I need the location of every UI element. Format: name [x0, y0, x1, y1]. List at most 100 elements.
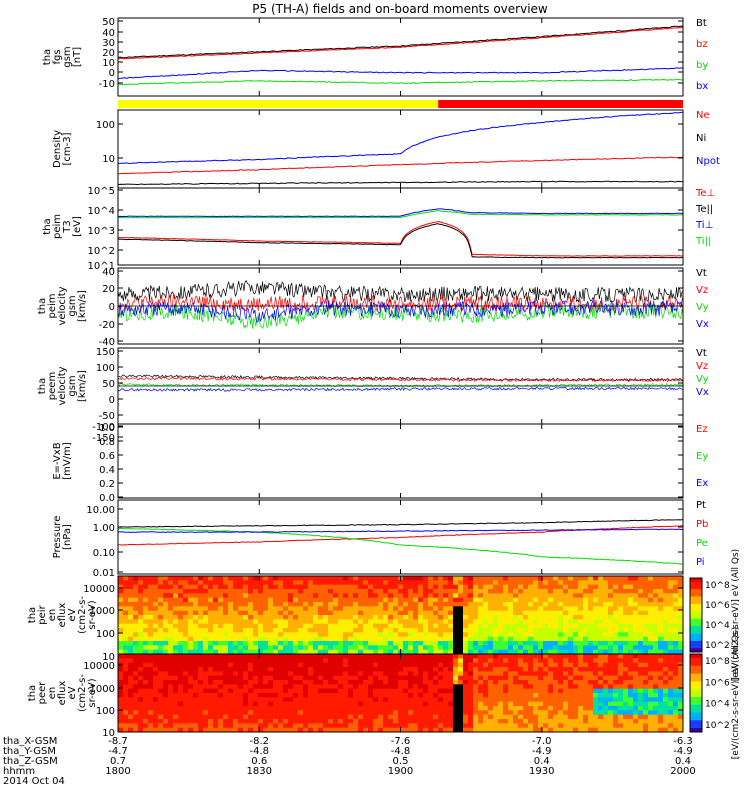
- peir-en-eflux-cell: [653, 641, 659, 646]
- peer-en-eflux-cell: [363, 658, 369, 664]
- peer-en-eflux-cell: [383, 723, 389, 729]
- peer-en-eflux-cell: [603, 706, 609, 711]
- peir-en-eflux-cell: [218, 584, 224, 590]
- peer-en-eflux-cell: [473, 693, 479, 698]
- peer-en-eflux-cell: [643, 680, 649, 685]
- peer-en-eflux-cell: [128, 710, 134, 716]
- peer-en-eflux-cell: [223, 723, 229, 729]
- peer-en-eflux-cell: [163, 654, 169, 659]
- peer-en-eflux-cell: [318, 701, 324, 707]
- peir-en-eflux-cell: [473, 649, 479, 655]
- peer-en-eflux-cell: [178, 667, 184, 672]
- peer-en-eflux-cell: [678, 671, 684, 677]
- peir-en-eflux-cell: [128, 602, 134, 607]
- peer-en-eflux-cell: [573, 693, 579, 698]
- orbit-tick-label: 1900: [388, 766, 413, 777]
- peir-en-eflux-cell: [423, 623, 429, 629]
- peer-en-eflux-cell: [313, 658, 319, 664]
- peir-en-eflux-cell: [278, 636, 284, 642]
- peer-en-eflux-cell: [283, 680, 289, 685]
- peer-en-eflux-cell: [363, 662, 369, 668]
- peer-en-eflux-cell: [158, 667, 164, 672]
- peer-en-eflux-cell: [363, 667, 369, 672]
- peir-en-eflux-cell: [598, 606, 604, 612]
- peir-en-eflux-cell: [248, 619, 254, 625]
- peir-en-eflux-cell: [283, 610, 289, 616]
- peir-en-eflux-cell: [398, 628, 404, 633]
- peir-en-eflux-cell: [588, 641, 594, 646]
- peir-en-eflux-cell: [533, 584, 539, 590]
- peer-en-eflux-cell: [298, 710, 304, 716]
- peir-en-eflux-cell: [283, 593, 289, 599]
- peer-en-eflux-cell: [358, 658, 364, 664]
- peer-en-eflux-cell: [333, 719, 339, 724]
- peer-en-eflux-cell: [448, 658, 454, 664]
- peir-en-eflux-cell: [478, 576, 484, 581]
- peer-en-eflux-cell: [518, 701, 524, 707]
- peir-en-eflux-cell: [578, 606, 584, 612]
- peir-en-eflux-cell: [368, 606, 374, 612]
- peir-en-eflux-cell: [478, 610, 484, 616]
- peir-en-eflux-cell: [303, 589, 309, 594]
- peir-en-eflux-cell: [163, 593, 169, 599]
- peer-en-eflux-cell: [398, 671, 404, 677]
- peir-en-eflux-cell: [118, 649, 124, 655]
- peir-en-eflux-cell: [508, 619, 514, 625]
- peir-en-eflux-cell: [203, 641, 209, 646]
- peir-en-eflux-cell: [618, 610, 624, 616]
- peer-en-eflux-cell: [308, 719, 314, 724]
- peir-en-eflux-cell: [633, 576, 639, 581]
- peir-en-eflux-cell: [663, 584, 669, 590]
- peir-en-eflux-cell: [288, 619, 294, 625]
- peir-en-eflux-cell: [638, 580, 644, 586]
- peer-en-eflux-cell: [603, 723, 609, 729]
- peer-en-eflux-cell: [253, 701, 259, 707]
- peir-en-eflux-cell: [538, 649, 544, 655]
- peer-en-eflux-cell: [198, 662, 204, 668]
- peer-en-eflux-cell: [373, 671, 379, 677]
- peer-en-eflux-cell: [608, 714, 614, 720]
- peer-en-eflux-cell: [158, 701, 164, 707]
- peer-en-eflux-cell: [343, 697, 349, 703]
- peer-en-eflux-cell: [518, 727, 524, 733]
- peer-en-eflux-cell: [598, 706, 604, 711]
- peir-en-eflux-cell: [118, 628, 124, 633]
- peer-en-eflux-cell: [653, 693, 659, 698]
- peer-en-eflux-cell: [193, 667, 199, 672]
- peir-en-eflux-cell: [318, 641, 324, 646]
- peir-en-eflux-cell: [503, 576, 509, 581]
- peir-en-eflux-cell: [518, 641, 524, 646]
- peer-en-eflux-cell: [403, 714, 409, 720]
- peer-en-eflux-cell: [548, 697, 554, 703]
- peir-en-eflux-cell: [388, 602, 394, 607]
- peer-en-eflux-cell: [518, 667, 524, 672]
- peir-en-eflux-cell: [293, 619, 299, 625]
- peir-en-eflux-cell: [458, 576, 464, 581]
- peer-en-eflux-cell: [483, 719, 489, 724]
- peer-en-eflux-cell: [223, 714, 229, 720]
- peer-en-eflux-cell: [653, 688, 659, 694]
- peir-en-eflux-cell: [313, 584, 319, 590]
- peer-en-eflux-cell: [598, 701, 604, 707]
- peer-en-eflux-cell: [448, 727, 454, 733]
- peer-en-eflux-cell: [503, 693, 509, 698]
- colorbar-cell: [690, 650, 702, 653]
- peir-en-eflux-cell: [648, 589, 654, 594]
- peir-en-eflux-cell: [673, 584, 679, 590]
- peir-en-eflux-cell: [598, 628, 604, 633]
- peir-en-eflux-cell: [273, 632, 279, 638]
- peir-en-eflux-cell: [448, 615, 454, 620]
- peir-en-eflux-cell: [403, 602, 409, 607]
- peir-en-eflux-cell: [228, 641, 234, 646]
- peir-en-eflux-cell: [128, 636, 134, 642]
- peir-en-eflux-cell: [533, 619, 539, 625]
- peir-en-eflux-cell: [238, 645, 244, 651]
- peer-en-eflux-cell: [538, 697, 544, 703]
- peir-en-eflux-cell: [618, 649, 624, 655]
- peir-en-eflux-cell: [223, 597, 229, 603]
- peir-en-eflux-cell: [398, 584, 404, 590]
- peer-en-eflux-cell: [583, 662, 589, 668]
- peer-en-eflux-cell: [308, 723, 314, 729]
- peer-en-eflux-cell: [168, 671, 174, 677]
- peer-en-eflux-cell: [563, 693, 569, 698]
